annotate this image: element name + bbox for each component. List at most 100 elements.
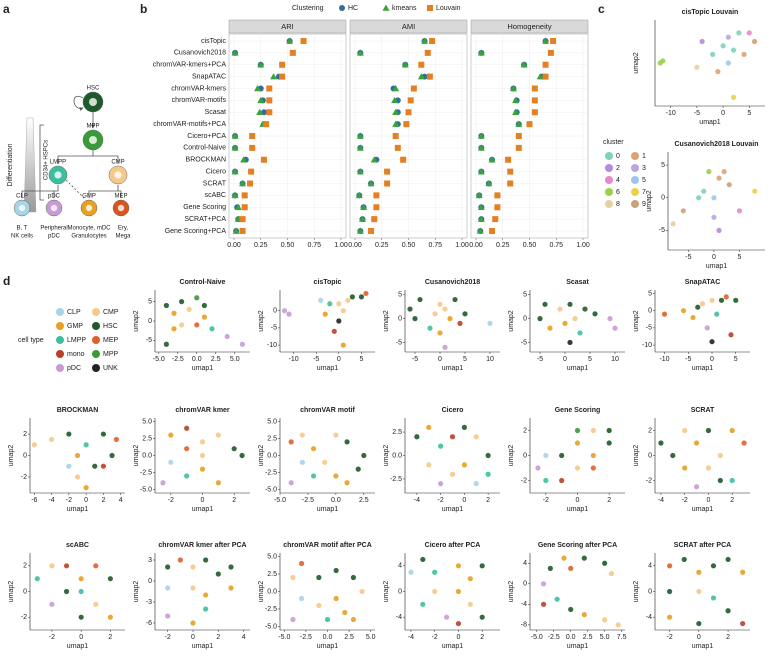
point: [602, 617, 608, 623]
x-tick-label: 5: [734, 356, 738, 363]
point: [485, 471, 491, 477]
y-axis-label: umap2: [133, 581, 140, 603]
x-tick-label: -2.5: [302, 497, 314, 504]
dot: [356, 227, 364, 234]
x-tick-label: 2: [486, 497, 490, 504]
point: [361, 452, 367, 459]
x-axis-label: umap1: [192, 365, 214, 372]
y-axis-label: umap2: [8, 445, 15, 467]
y-tick-label: 0: [648, 452, 652, 459]
point: [194, 295, 200, 301]
y-tick-label: SnapATAC: [192, 73, 226, 80]
legend-marker: [92, 336, 100, 344]
point: [83, 442, 89, 448]
x-tick-label: -5.0: [153, 356, 165, 363]
gradient-triangle: [23, 117, 37, 213]
point: [408, 569, 414, 575]
dot: [476, 227, 484, 234]
x-axis-label: umap1: [192, 506, 214, 513]
point: [690, 314, 696, 321]
chart-title: SCRAT: [691, 407, 715, 414]
y-tick-label: 0.0: [267, 588, 277, 595]
y-axis-label: umap2: [383, 581, 390, 603]
point: [299, 432, 305, 438]
y-tick-label: 5: [148, 298, 152, 305]
x-tick-label: 5: [747, 110, 751, 117]
point: [78, 576, 84, 582]
x-tick-label: -2: [543, 497, 549, 504]
facet-strip: [470, 19, 589, 34]
point: [567, 301, 573, 307]
point: [729, 477, 735, 484]
dot: [507, 168, 514, 175]
x-tick-label: 2: [108, 634, 112, 641]
facet-title: ARI: [281, 22, 294, 31]
point: [432, 569, 438, 575]
point: [693, 440, 700, 446]
point: [432, 588, 438, 595]
x-tick-label: 0: [79, 634, 83, 641]
y-tick-label: Cicero+PCA: [187, 133, 226, 140]
dot: [392, 108, 400, 116]
point: [606, 440, 612, 446]
chart-title: BROCKMAN: [57, 407, 99, 414]
point: [581, 555, 587, 561]
point: [741, 440, 747, 446]
x-tick-label: 2: [730, 497, 734, 504]
legend-label: 6: [616, 189, 620, 196]
legend-label: LMPP: [67, 337, 86, 344]
node-center: [18, 204, 26, 212]
point: [442, 344, 448, 350]
dot: [509, 85, 517, 92]
point: [682, 427, 688, 434]
point: [224, 333, 230, 340]
y-axis-label: umap2: [508, 581, 515, 603]
y-tick-label: 0: [398, 588, 402, 595]
y-tick-label: chromVAR-motifs+PCA: [153, 121, 226, 128]
node-label: MEP: [114, 194, 127, 200]
y-tick-label: Control-Naive: [183, 145, 226, 152]
point: [535, 465, 541, 471]
point: [540, 581, 547, 587]
point: [723, 294, 729, 300]
point: [184, 425, 190, 431]
point: [231, 446, 237, 452]
point: [298, 560, 305, 567]
point: [717, 477, 723, 484]
x-tick-label: -5: [412, 356, 418, 363]
point: [709, 339, 715, 345]
chart-title: scABC: [66, 542, 89, 549]
point: [66, 463, 72, 469]
point: [728, 332, 734, 338]
x-tick-label: 5.0: [600, 634, 610, 641]
x-axis-label: umap1: [192, 643, 214, 650]
y-tick-label: -4: [396, 614, 402, 621]
y-tick-label: -2: [521, 477, 527, 484]
legend-marker: [605, 164, 613, 172]
x-tick-label: 5: [359, 356, 363, 363]
point: [63, 588, 70, 595]
point: [717, 452, 723, 459]
point: [667, 614, 673, 620]
x-tick-label: 0.75: [549, 242, 563, 249]
dot: [300, 38, 307, 44]
dot: [512, 108, 520, 116]
dot: [367, 180, 375, 187]
legend-title: cell type: [18, 337, 44, 344]
node-center: [54, 171, 62, 179]
y-tick-label: -5: [396, 339, 402, 346]
y-tick-label: 0: [273, 308, 277, 315]
chart-title: chromVAR motif after PCA: [283, 542, 372, 549]
point: [660, 58, 666, 64]
point: [590, 452, 596, 459]
point: [299, 459, 305, 465]
x-tick-label: 5.0: [230, 356, 240, 363]
point: [344, 480, 350, 486]
y-tick-label: 3: [148, 557, 152, 564]
y-tick-label: -5: [646, 325, 652, 332]
dot: [391, 96, 399, 104]
point: [730, 94, 737, 100]
point: [574, 440, 581, 446]
point: [93, 601, 99, 607]
